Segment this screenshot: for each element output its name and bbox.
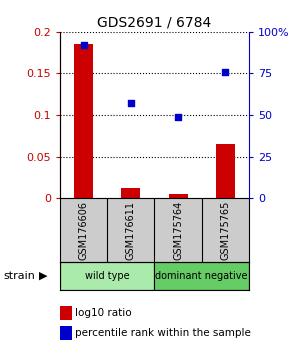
Point xyxy=(223,69,228,75)
Bar xyxy=(60,262,154,290)
Text: GSM176606: GSM176606 xyxy=(79,201,88,259)
Point xyxy=(176,114,181,120)
Text: wild type: wild type xyxy=(85,271,130,281)
Text: strain: strain xyxy=(3,271,35,281)
Text: GSM175765: GSM175765 xyxy=(220,200,230,260)
Bar xyxy=(74,44,93,198)
Title: GDS2691 / 6784: GDS2691 / 6784 xyxy=(98,15,212,29)
Point xyxy=(128,101,133,106)
Point xyxy=(81,42,86,48)
Text: percentile rank within the sample: percentile rank within the sample xyxy=(75,328,251,338)
Text: GSM176611: GSM176611 xyxy=(126,201,136,259)
Text: log10 ratio: log10 ratio xyxy=(75,308,132,318)
Bar xyxy=(169,194,188,198)
Text: ▶: ▶ xyxy=(39,271,47,281)
Text: GSM175764: GSM175764 xyxy=(173,200,183,260)
Text: dominant negative: dominant negative xyxy=(155,271,248,281)
Bar xyxy=(122,188,140,198)
Bar xyxy=(154,262,249,290)
Bar xyxy=(216,144,235,198)
